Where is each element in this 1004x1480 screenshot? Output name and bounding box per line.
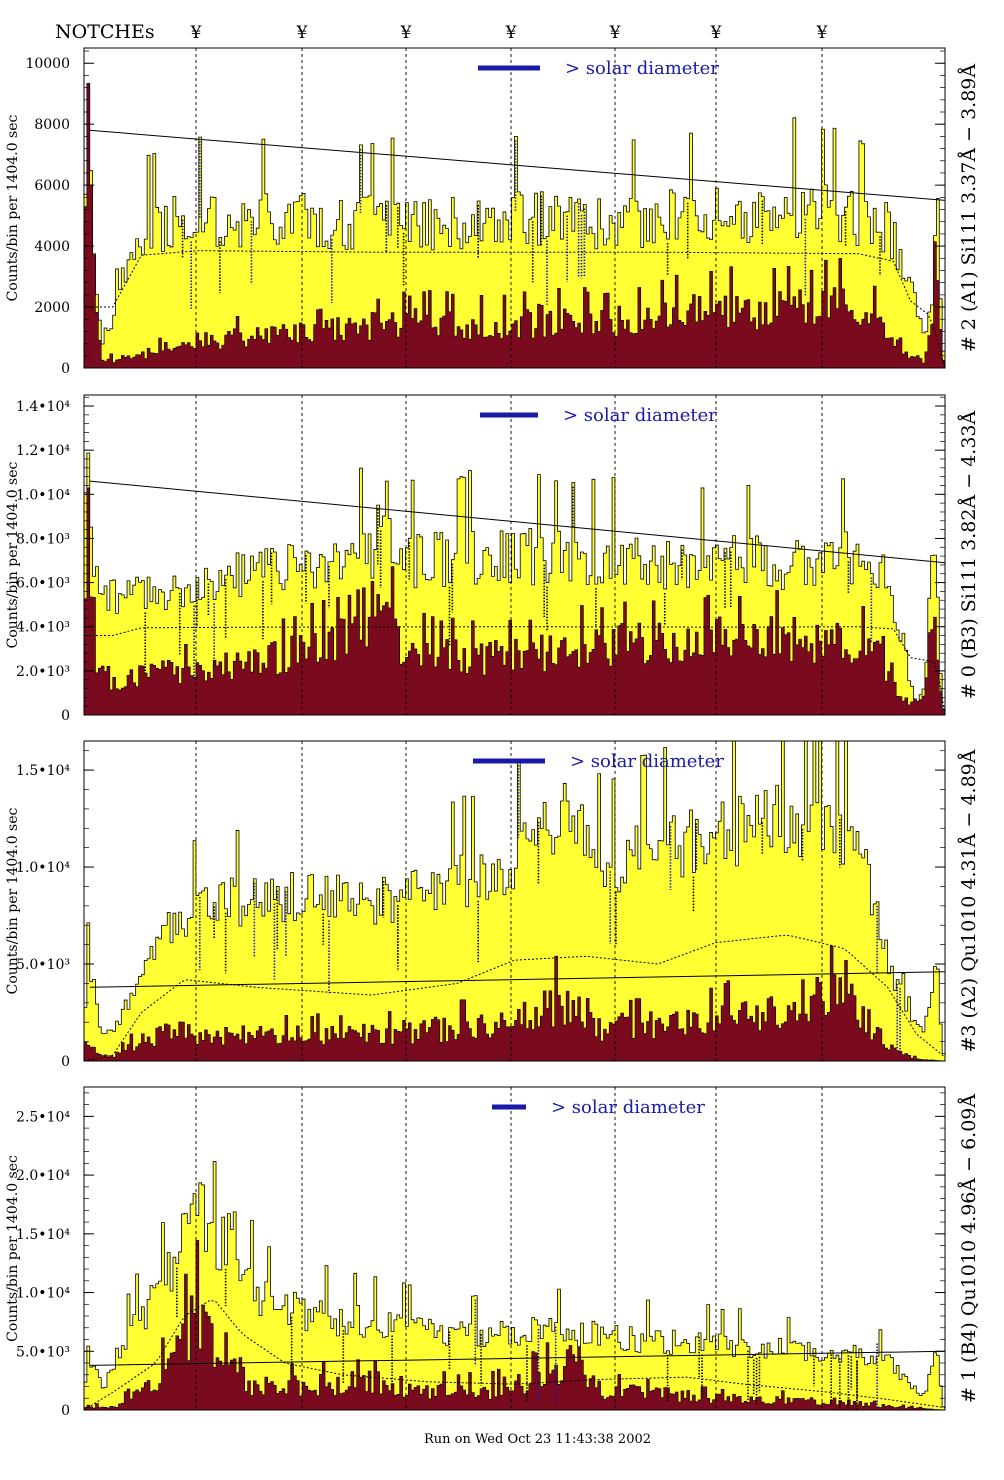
y-tick-label: 1.0•10⁴: [16, 1286, 70, 1302]
y-tick-label: 6.0•10³: [16, 576, 70, 592]
y-tick-label: 0: [61, 1403, 70, 1419]
y-tick-label: 1.0•10⁴: [16, 487, 70, 503]
y-tick-label: 2.0•10⁴: [16, 1168, 70, 1184]
y-axis-label: Counts/bin per 1404.0 sec: [5, 807, 21, 994]
y-tick-label: 1.5•10⁴: [16, 763, 70, 779]
chart-panel-2: 0 2.0•10³ 4.0•10³ 6.0•10³ 8.0•10³ 1.0•10⁴ 1.2•…: [5, 394, 980, 724]
notch-marker: ¥: [609, 23, 621, 43]
y-tick-label: 1.4•10⁴: [16, 399, 70, 415]
dashed-curve: [83, 1299, 946, 1411]
chart-panels: 0 2000 4000 6000 8000 10000 Counts/bin per 140…: [5, 47, 980, 1419]
y-tick-label: 8000: [34, 117, 70, 133]
y-tick-label: 5.0•10³: [16, 1344, 70, 1360]
y-tick-label: 1.2•10⁴: [16, 443, 70, 459]
y-axis-label: Counts/bin per 1404.0 sec: [5, 114, 21, 301]
y-tick-label: 8.0•10³: [16, 531, 70, 547]
y-tick-label: 2.5•10⁴: [16, 1109, 70, 1125]
y-tick-label: 0: [61, 361, 70, 377]
trend-line: [89, 129, 946, 201]
histogram-dark: [83, 945, 946, 1062]
histogram-fill: [83, 1161, 946, 1411]
histogram-dark: [83, 1239, 946, 1411]
chart-panel-4: 0 5.0•10³ 1.0•10⁴ 1.5•10⁴ 2.0•10⁴ 2.5•10⁴ Coun…: [5, 1086, 980, 1419]
notch-marker: ¥: [190, 23, 202, 43]
histogram-dark: [83, 83, 946, 369]
y-tick-label: 5.0•10³: [16, 957, 70, 973]
notch-marker: ¥: [400, 23, 412, 43]
dashed-curve: [84, 626, 946, 716]
notch-markers: ¥ ¥ ¥ ¥ ¥ ¥ ¥: [190, 23, 828, 43]
plot-frame: [83, 1086, 946, 1411]
y-tick-label: 0: [61, 708, 70, 724]
y-tick-label: 2.0•10³: [16, 664, 70, 680]
y-tick-label: 1.5•10⁴: [16, 1227, 70, 1243]
plot-frame: [83, 394, 946, 716]
y-tick-label: 1.0•10⁴: [16, 860, 70, 876]
y-tick-label: 2000: [34, 300, 70, 316]
trend-line: [89, 971, 946, 988]
y-tick-label: 4000: [34, 239, 70, 255]
y-axis-label: Counts/bin per 1404.0 sec: [5, 461, 21, 648]
y-axis-label: Counts/bin per 1404.0 sec: [5, 1155, 21, 1342]
chart-panel-3: 0 5.0•10³ 1.0•10⁴ 1.5•10⁴ Counts/bin per 140…: [5, 740, 980, 1070]
y-tick-label: 10000: [25, 56, 70, 72]
legend-label: > solar diameter: [563, 405, 717, 426]
panel-title: # 0 (B3) Si111 3.82Å − 4.33Å: [958, 410, 980, 699]
panel-title: #3 (A2) Qu1010 4.31Å − 4.89Å: [958, 749, 980, 1052]
run-stamp: Run on Wed Oct 23 11:43:38 2002: [424, 1432, 651, 1447]
notches-label: NOTCHEs: [55, 21, 155, 43]
trend-line: [89, 480, 946, 564]
notch-marker: ¥: [710, 23, 722, 43]
legend-label: > solar diameter: [565, 58, 719, 79]
panel-title: # 2 (A1) Si111 3.37Å − 3.89Å: [958, 64, 980, 352]
dashed-curve: [83, 934, 946, 1062]
plot-frame: [83, 740, 946, 1062]
y-tick-label: 6000: [34, 178, 70, 194]
legend-label: > solar diameter: [570, 751, 724, 772]
notch-marker: ¥: [505, 23, 517, 43]
dashed-curve: [84, 250, 946, 369]
trend-line: [89, 1350, 946, 1366]
y-tick-label: 0: [61, 1054, 70, 1070]
notch-marker: ¥: [296, 23, 308, 43]
plot-frame: [83, 47, 946, 369]
histogram-dark: [83, 487, 946, 716]
y-tick-label: 4.0•10³: [16, 620, 70, 636]
chart-panel-1: 0 2000 4000 6000 8000 10000 Counts/bin per 140…: [5, 47, 980, 377]
notch-marker: ¥: [816, 23, 828, 43]
legend-label: > solar diameter: [551, 1097, 705, 1118]
panel-title: # 1 (B4) Qu1010 4.96Å − 6.09Å: [958, 1094, 980, 1404]
